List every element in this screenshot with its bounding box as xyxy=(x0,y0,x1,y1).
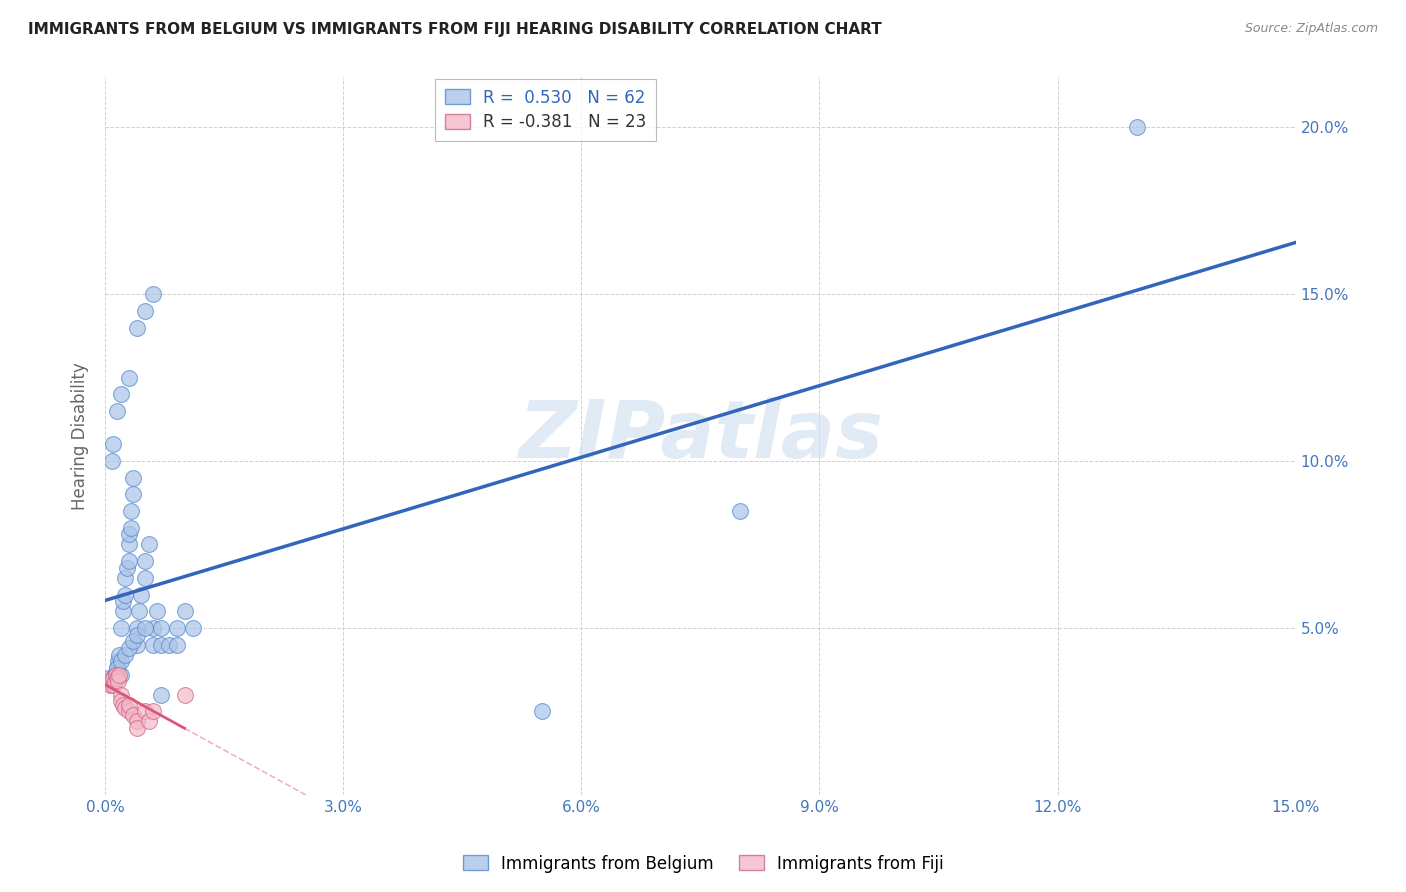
Point xyxy=(104,667,127,681)
Point xyxy=(98,677,121,691)
Point xyxy=(125,721,148,735)
Point xyxy=(110,667,132,681)
Point xyxy=(115,561,138,575)
Text: ZIPatlas: ZIPatlas xyxy=(517,397,883,475)
Point xyxy=(114,588,136,602)
Point xyxy=(138,714,160,729)
Point xyxy=(134,554,156,568)
Point xyxy=(1126,120,1149,135)
Point xyxy=(104,674,127,689)
Point xyxy=(146,604,169,618)
Point xyxy=(98,671,121,685)
Point xyxy=(125,627,148,641)
Point xyxy=(101,437,124,451)
Point xyxy=(134,304,156,318)
Point xyxy=(110,387,132,401)
Point xyxy=(107,674,129,689)
Point xyxy=(149,638,172,652)
Point xyxy=(97,674,120,689)
Point xyxy=(157,638,180,652)
Point xyxy=(118,554,141,568)
Point xyxy=(104,667,127,681)
Point xyxy=(173,604,195,618)
Point xyxy=(105,404,128,418)
Point xyxy=(105,661,128,675)
Point xyxy=(108,667,131,681)
Legend: R =  0.530   N = 62, R = -0.381   N = 23: R = 0.530 N = 62, R = -0.381 N = 23 xyxy=(434,78,657,141)
Point xyxy=(122,707,145,722)
Point xyxy=(101,677,124,691)
Point xyxy=(122,634,145,648)
Point xyxy=(120,521,142,535)
Point xyxy=(105,671,128,685)
Point xyxy=(134,621,156,635)
Point xyxy=(134,571,156,585)
Point xyxy=(166,638,188,652)
Point xyxy=(142,704,165,718)
Point xyxy=(100,674,122,689)
Point xyxy=(118,537,141,551)
Point xyxy=(134,704,156,718)
Point xyxy=(530,704,553,718)
Point xyxy=(118,698,141,712)
Point xyxy=(104,674,127,689)
Point xyxy=(181,621,204,635)
Y-axis label: Hearing Disability: Hearing Disability xyxy=(72,362,89,510)
Point xyxy=(120,504,142,518)
Point xyxy=(101,671,124,685)
Point xyxy=(110,621,132,635)
Point xyxy=(111,698,134,712)
Point xyxy=(128,604,150,618)
Point xyxy=(111,604,134,618)
Point xyxy=(142,287,165,301)
Point xyxy=(104,667,127,681)
Point xyxy=(100,674,122,689)
Point xyxy=(100,454,122,468)
Point xyxy=(101,677,124,691)
Point xyxy=(105,671,128,685)
Point xyxy=(142,638,165,652)
Point xyxy=(112,594,135,608)
Point xyxy=(149,621,172,635)
Point xyxy=(108,648,131,662)
Point xyxy=(125,714,148,729)
Point xyxy=(129,588,152,602)
Point xyxy=(125,320,148,334)
Text: IMMIGRANTS FROM BELGIUM VS IMMIGRANTS FROM FIJI HEARING DISABILITY CORRELATION C: IMMIGRANTS FROM BELGIUM VS IMMIGRANTS FR… xyxy=(28,22,882,37)
Point xyxy=(114,571,136,585)
Point xyxy=(114,648,136,662)
Point xyxy=(122,471,145,485)
Point xyxy=(138,537,160,551)
Point xyxy=(100,674,122,689)
Point xyxy=(114,701,136,715)
Legend: Immigrants from Belgium, Immigrants from Fiji: Immigrants from Belgium, Immigrants from… xyxy=(456,848,950,880)
Point xyxy=(125,621,148,635)
Point xyxy=(122,487,145,501)
Point xyxy=(105,661,128,675)
Point xyxy=(118,640,141,655)
Point xyxy=(110,688,132,702)
Point xyxy=(118,527,141,541)
Point xyxy=(107,654,129,668)
Point xyxy=(101,671,124,685)
Point xyxy=(149,688,172,702)
Text: Source: ZipAtlas.com: Source: ZipAtlas.com xyxy=(1244,22,1378,36)
Point xyxy=(118,704,141,718)
Point xyxy=(728,504,751,518)
Point xyxy=(118,370,141,384)
Point xyxy=(110,654,132,668)
Point xyxy=(173,688,195,702)
Point xyxy=(166,621,188,635)
Point xyxy=(110,694,132,708)
Point xyxy=(125,638,148,652)
Point xyxy=(142,621,165,635)
